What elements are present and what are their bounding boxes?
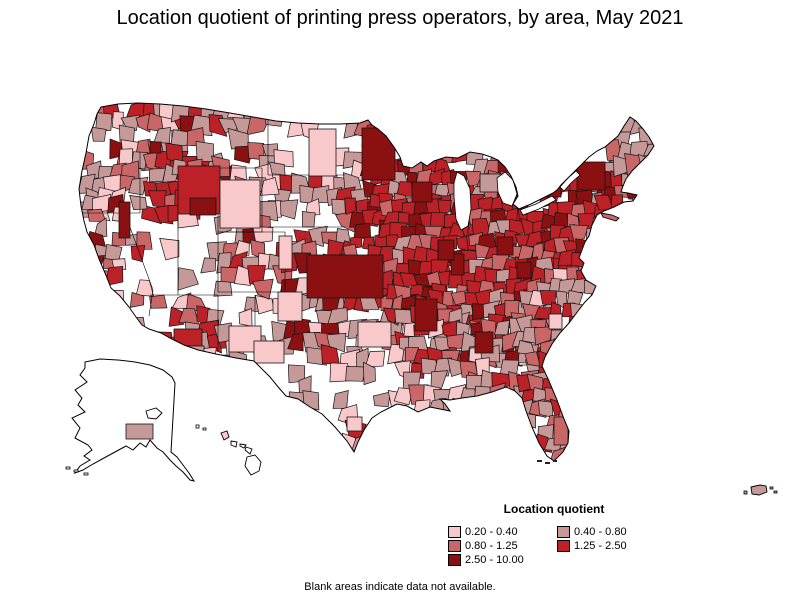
legend-title: Location quotient <box>503 502 605 516</box>
legend-swatch-0.80-1.25 <box>448 540 461 552</box>
legend-item: 0.40 - 0.80 <box>557 525 627 539</box>
legend-item: 2.50 - 10.00 <box>448 553 557 567</box>
legend-label: 1.25 - 2.50 <box>574 540 627 552</box>
legend-label: 0.80 - 1.25 <box>465 540 518 552</box>
legend-swatch-0.20-0.40 <box>448 526 461 538</box>
legend-label: 0.20 - 0.40 <box>465 526 518 538</box>
legend-item: 0.20 - 0.40 <box>448 525 557 539</box>
legend-column-1: 0.20 - 0.40 0.80 - 1.25 2.50 - 10.00 <box>448 525 557 567</box>
legend-swatch-0.40-0.80 <box>557 526 570 538</box>
legend-columns: 0.20 - 0.40 0.80 - 1.25 2.50 - 10.00 0.4… <box>448 525 678 567</box>
legend-swatch-2.50-10.00 <box>448 554 461 566</box>
legend-label: 2.50 - 10.00 <box>465 554 524 566</box>
page-title: Location quotient of printing press oper… <box>116 7 684 29</box>
footer-note: Blank areas indicate data not available. <box>304 581 496 593</box>
legend-item: 1.25 - 2.50 <box>557 539 627 553</box>
legend-label: 0.40 - 0.80 <box>574 526 627 538</box>
map-legend: Location quotient 0.20 - 0.40 0.80 - 1.2… <box>448 502 678 567</box>
legend-item: 0.80 - 1.25 <box>448 539 557 553</box>
legend-swatch-1.25-2.50 <box>557 540 570 552</box>
legend-column-2: 0.40 - 0.80 1.25 - 2.50 <box>557 525 627 567</box>
